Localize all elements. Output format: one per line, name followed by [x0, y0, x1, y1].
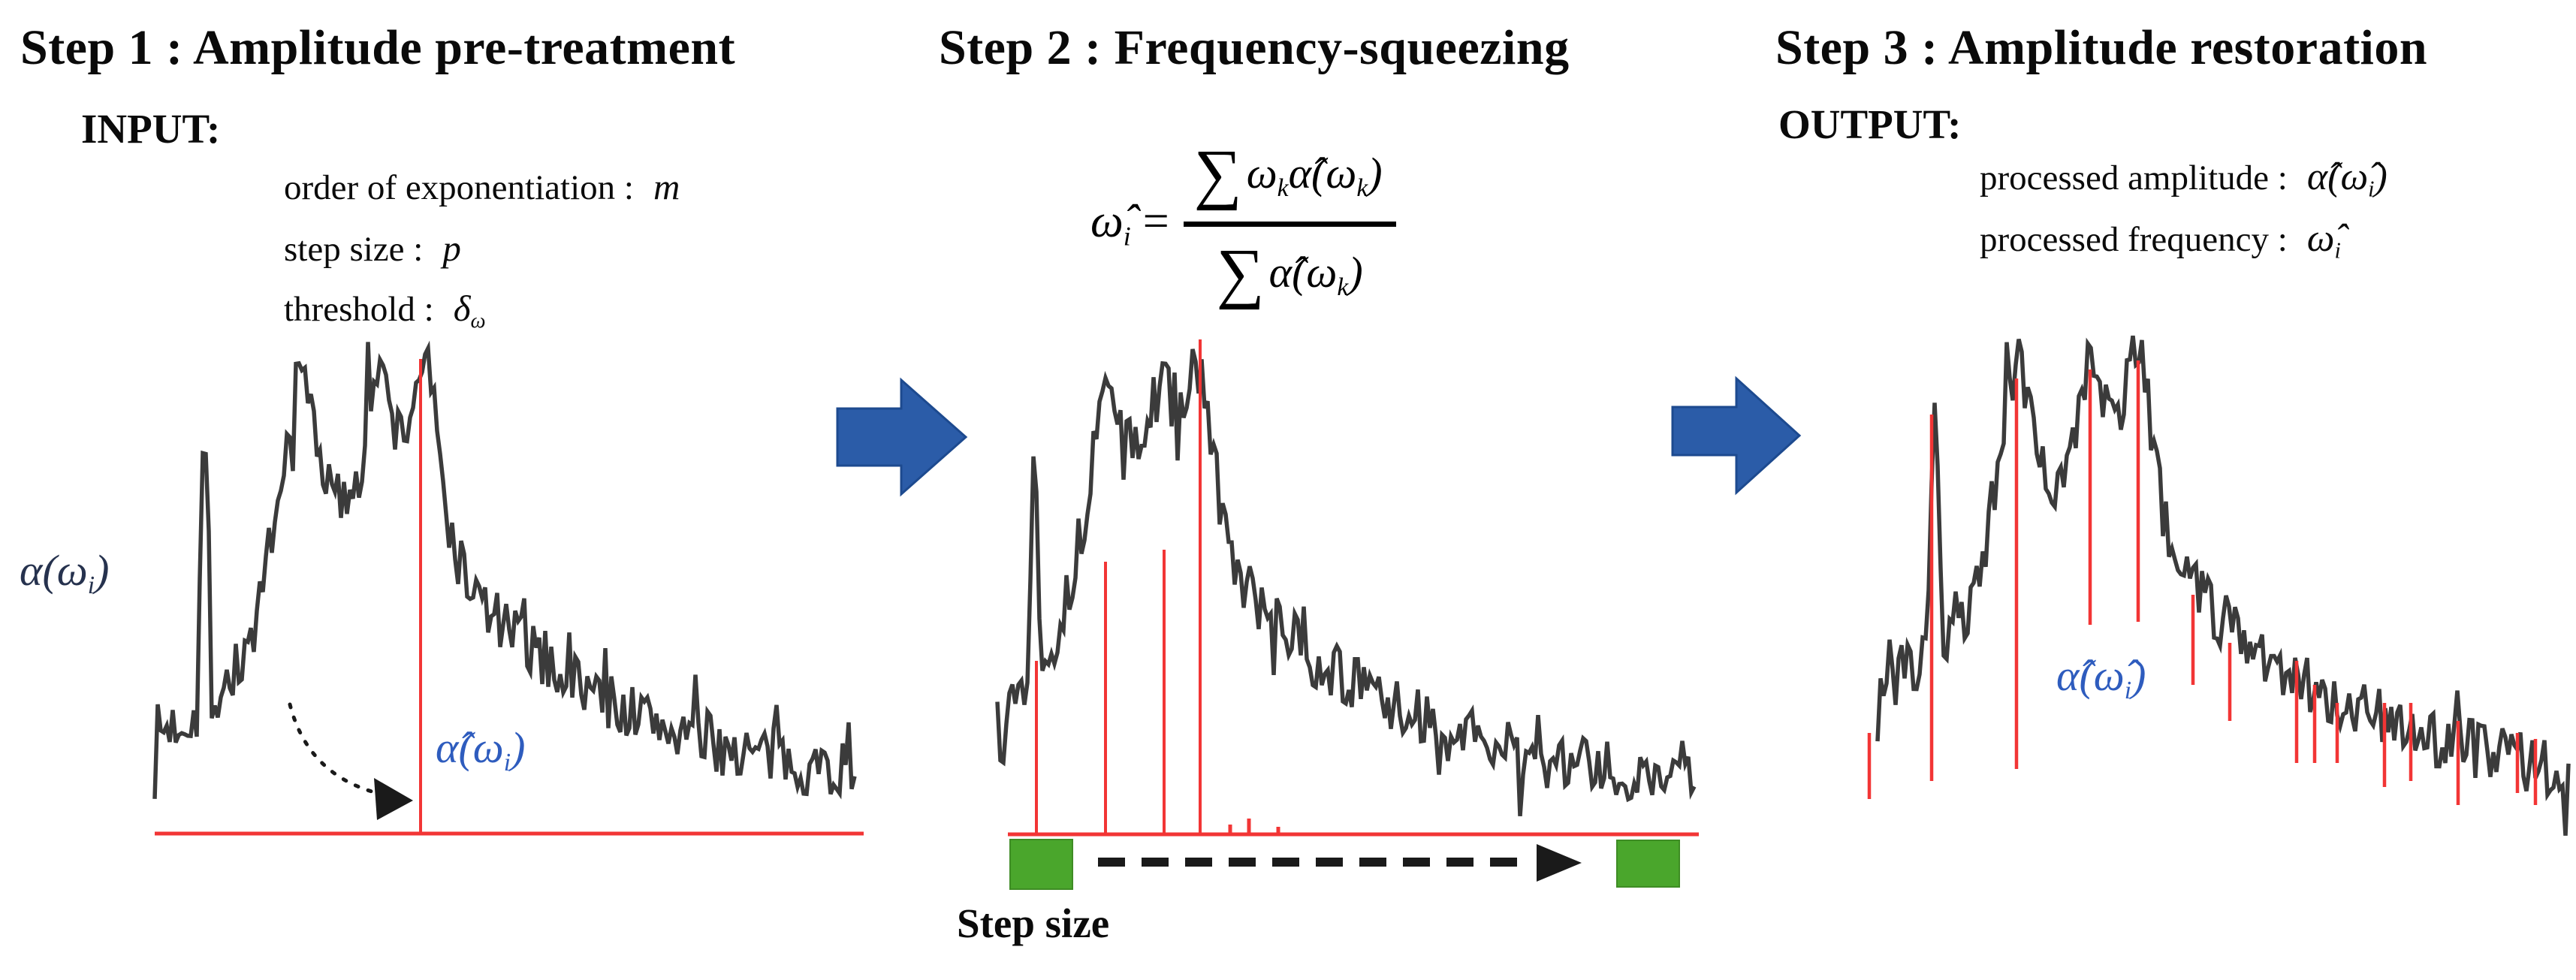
squeezed-spectrum-curve: [995, 348, 1697, 816]
input-heading: INPUT:: [81, 106, 221, 152]
param-symbol-m: m: [653, 166, 680, 207]
output-symbol-omega-hat: ω̂i: [2306, 217, 2341, 264]
step-size-caption: Step size: [957, 900, 1110, 946]
formula-equals: =: [1139, 196, 1172, 247]
restored-spectrum-curve: [1875, 335, 2571, 836]
output-symbol-alpha-hat: α̂(ω̂i): [2306, 155, 2387, 202]
param-symbol-p: p: [442, 228, 461, 269]
formula-numerator: ∑ ωkα̂(ωk): [1183, 132, 1396, 227]
input-spectrum-curve: [152, 340, 857, 800]
output-processed-amplitude: processed amplitude : α̂(ω̂i): [1980, 155, 2387, 202]
param-label: threshold :: [284, 290, 434, 329]
param-step-size: step size : p: [284, 227, 461, 270]
step-size-square-right: [1616, 840, 1680, 888]
restored-peak-label: α̂(ω̂i): [2056, 651, 2146, 704]
param-symbol-delta-omega: δω: [453, 288, 486, 333]
step-size-square-left: [1009, 839, 1073, 890]
input-spectrum-label: α(ωi): [20, 546, 110, 599]
formula-denominator: ∑ α̂(ωk): [1216, 236, 1363, 310]
formula-lhs: ω̂i: [1090, 196, 1131, 252]
param-order-of-exponentiation: order of exponentiation : m: [284, 165, 680, 208]
frequency-squeezing-formula: ω̂i = ∑ ωkα̂(ωk) ∑ α̂(ωk): [1090, 132, 1396, 312]
flow-arrow-1: [836, 377, 968, 497]
pretreated-peak-label: α̂(ωi): [436, 723, 526, 776]
step1-title: Step 1 : Amplitude pre-treatment: [20, 20, 736, 75]
output-processed-frequency: processed frequency : ω̂i: [1980, 216, 2341, 264]
param-threshold: threshold : δω: [284, 287, 486, 333]
output-label: processed amplitude :: [1980, 158, 2288, 198]
output-label: processed frequency :: [1980, 220, 2288, 259]
dashed-arrow-head-icon: [1537, 844, 1582, 882]
curved-dashed-arrow: [288, 702, 393, 798]
flow-arrow-2: [1671, 375, 1802, 496]
step2-title: Step 2 : Frequency-squeezing: [939, 20, 1570, 75]
curved-arrow-head-icon: [374, 778, 413, 820]
formula-fraction: ∑ ωkα̂(ωk) ∑ α̂(ωk): [1183, 132, 1396, 312]
step3-title: Step 3 : Amplitude restoration: [1775, 20, 2428, 75]
param-label: step size :: [284, 230, 424, 269]
output-heading: OUTPUT:: [1778, 101, 1962, 147]
param-label: order of exponentiation :: [284, 168, 634, 207]
